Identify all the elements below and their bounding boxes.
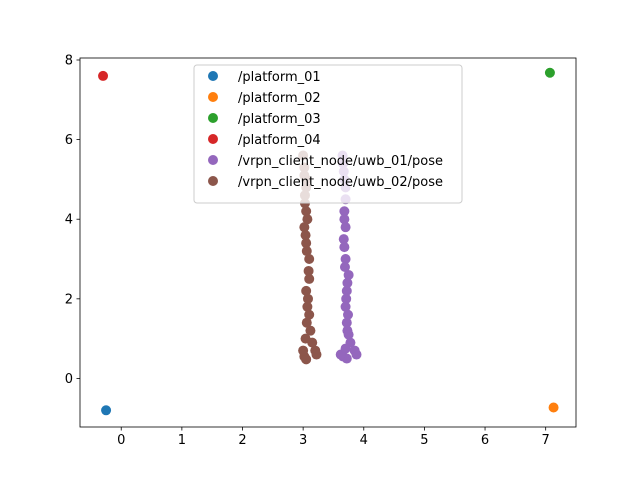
x-tick-label: 7 <box>542 433 550 448</box>
data-point <box>98 70 109 81</box>
data-point <box>305 325 316 336</box>
data-point <box>304 254 315 265</box>
data-point <box>302 293 313 304</box>
data-point <box>340 301 351 312</box>
legend-label: /platform_02 <box>238 91 321 106</box>
y-tick-label: 2 <box>65 292 73 307</box>
data-point <box>544 67 555 78</box>
legend-entry: /platform_03 <box>208 112 321 127</box>
data-point <box>301 354 312 365</box>
data-point <box>302 301 313 312</box>
data-point <box>339 214 350 225</box>
legend-entry: /platform_02 <box>208 91 321 106</box>
x-tick-label: 1 <box>178 433 186 448</box>
data-point <box>301 206 312 217</box>
data-point <box>301 246 312 257</box>
data-point <box>342 277 353 288</box>
data-point <box>300 230 311 241</box>
legend-marker <box>208 176 218 186</box>
data-point <box>341 317 352 328</box>
series-4 <box>98 70 109 81</box>
x-tick-label: 5 <box>420 433 428 448</box>
axes-frame <box>79 57 577 428</box>
data-point <box>304 309 315 320</box>
data-point <box>300 333 311 344</box>
data-point <box>343 269 354 280</box>
y-tick-label: 4 <box>65 213 73 228</box>
x-tick-label: 0 <box>117 433 125 448</box>
data-point <box>299 222 310 233</box>
data-point <box>339 261 350 272</box>
data-point <box>343 309 354 320</box>
data-point <box>342 325 353 336</box>
legend-label: /platform_03 <box>238 112 321 127</box>
legend-marker <box>208 113 218 123</box>
data-point <box>301 238 312 249</box>
data-point <box>341 293 352 304</box>
y-tick-label: 0 <box>65 372 73 387</box>
legend-entry: /vrpn_client_node/uwb_02/pose <box>208 175 443 190</box>
data-point <box>341 285 352 296</box>
axes: 0 1 2 3 4 5 6 7 0 2 4 6 8 <box>65 53 577 448</box>
x-tick-label: 6 <box>481 433 489 448</box>
legend-marker <box>208 71 218 81</box>
legend-label: /platform_01 <box>238 70 321 85</box>
data-point <box>338 234 349 245</box>
y-tick-label: 8 <box>65 53 73 68</box>
legend: /platform_01/platform_02/platform_03/pla… <box>193 64 463 204</box>
data-point <box>548 402 559 413</box>
x-tick-label: 3 <box>299 433 307 448</box>
legend-marker <box>208 92 218 102</box>
legend-entry: /platform_04 <box>208 133 321 148</box>
data-point <box>340 343 351 354</box>
data-point <box>301 285 312 296</box>
data-point <box>304 273 315 284</box>
legend-label: /platform_04 <box>238 133 321 148</box>
data-point <box>339 206 350 217</box>
data-point <box>302 214 313 225</box>
series-1 <box>101 405 112 416</box>
legend-entry: /platform_01 <box>208 70 321 85</box>
data-point <box>298 345 309 356</box>
data-point <box>303 265 314 276</box>
legend-marker <box>208 134 218 144</box>
data-point <box>351 349 362 360</box>
legend-label: /vrpn_client_node/uwb_02/pose <box>238 175 443 190</box>
series-3 <box>544 67 555 78</box>
legend-marker <box>208 155 218 165</box>
data-point <box>101 405 112 416</box>
data-point <box>339 242 350 253</box>
series-2 <box>548 402 559 413</box>
legend-box <box>193 64 463 204</box>
legend-entry: /vrpn_client_node/uwb_01/pose <box>208 154 443 169</box>
x-tick-label: 2 <box>238 433 246 448</box>
data-point <box>340 254 351 265</box>
legend-label: /vrpn_client_node/uwb_01/pose <box>238 154 443 169</box>
data-point <box>301 317 312 328</box>
data-point <box>311 349 322 360</box>
data-point <box>340 222 351 233</box>
x-tick-label: 4 <box>360 433 368 448</box>
y-tick-label: 6 <box>65 133 73 148</box>
